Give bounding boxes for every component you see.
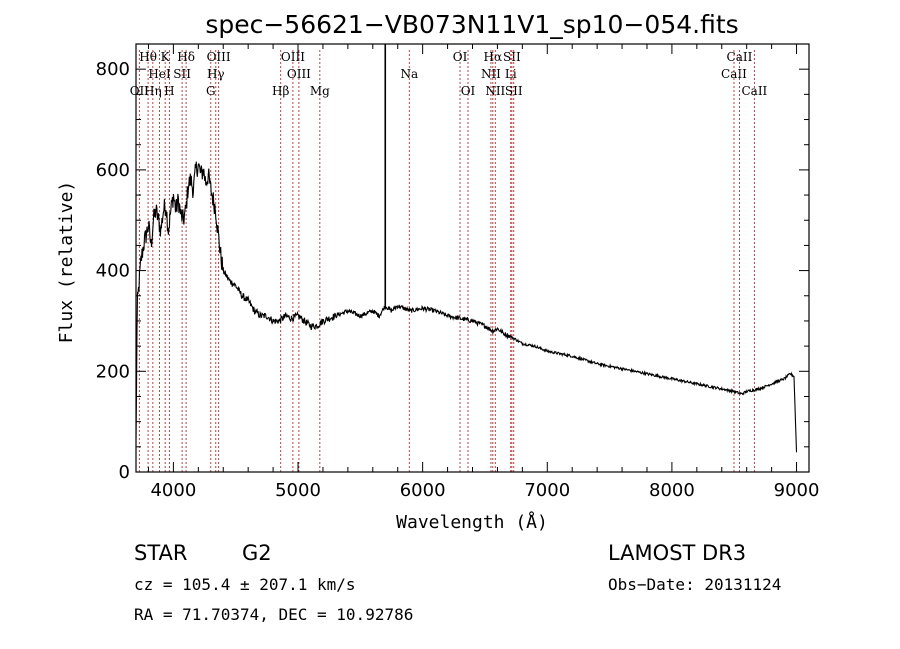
line-label-14: Mg <box>310 84 330 98</box>
subclass: G2 <box>242 541 272 565</box>
emission-line-markers: OΙΙ Hθ Hη HeΙ K H SΙΙ Hδ G Hγ OΙΙΙ Hβ OΙΙΙ OΙΙΙ Mg Na OΙ… <box>130 50 768 472</box>
x-tick-label-9000: 9000 <box>774 480 820 501</box>
line-label-23: SΙΙ <box>505 84 523 98</box>
x-tick-label-8000: 8000 <box>649 480 695 501</box>
line-label-5: H <box>164 84 174 98</box>
spectrum-line <box>135 161 798 453</box>
y-tick-label-600: 600 <box>96 160 130 181</box>
x-tick-label-7000: 7000 <box>524 480 570 501</box>
line-label-8: G <box>206 84 216 98</box>
obs-date: Obs−Date: 20131124 <box>608 575 781 594</box>
line-label-10: OΙΙΙ <box>207 50 231 64</box>
x-tick-label-4000: 4000 <box>150 480 196 501</box>
line-label-12: OΙΙΙ <box>281 50 305 64</box>
survey-name: LAMOST DR3 <box>608 541 746 565</box>
line-label-19: Hα <box>484 50 503 64</box>
x-tick-label-6000: 6000 <box>400 480 446 501</box>
line-label-2: Hη <box>144 84 162 98</box>
line-label-24: CaΙΙ <box>721 67 747 81</box>
line-label-4: K <box>161 50 171 64</box>
plot-frame <box>135 43 810 473</box>
line-label-9: Hγ <box>207 67 225 81</box>
y-axis-label: Flux (relative) <box>56 181 77 344</box>
chart-title: spec−56621−VB073N11V1_sp10−054.fits <box>205 10 738 39</box>
object-class: STAR <box>134 541 187 565</box>
line-label-22: SΙΙ <box>503 50 521 64</box>
line-label-17: OΙ <box>461 84 476 98</box>
x-axis-label: Wavelength (Å) <box>396 511 548 533</box>
line-label-0: OΙΙ <box>130 84 150 98</box>
line-label-13: OΙΙΙ <box>287 67 311 81</box>
y-tick-label-0: 0 <box>119 462 130 483</box>
line-label-21: Li <box>505 67 517 81</box>
line-label-1: Hθ <box>139 50 157 64</box>
line-label-7: Hδ <box>177 50 195 64</box>
cz-value: cz = 105.4 ± 207.1 km/s <box>134 575 356 594</box>
axis-ticks <box>136 44 809 473</box>
y-tick-label-800: 800 <box>96 59 130 80</box>
line-label-16: OΙ <box>453 50 468 64</box>
y-tick-label-400: 400 <box>96 261 130 282</box>
line-label-26: CaΙΙ <box>741 84 767 98</box>
line-label-6: SΙΙ <box>173 67 191 81</box>
y-tick-label-200: 200 <box>96 361 130 382</box>
line-label-25: CaΙΙ <box>727 50 753 64</box>
line-label-20: NΙΙ <box>485 84 505 98</box>
x-tick-label-5000: 5000 <box>275 480 321 501</box>
line-label-15: Na <box>400 67 418 81</box>
line-label-18: NΙΙ <box>481 67 501 81</box>
line-label-11: Hβ <box>272 84 289 98</box>
line-label-3: HeΙ <box>148 67 171 81</box>
axis-tick-labels: 4000 5000 6000 7000 8000 9000 0 200 400 600 800 <box>96 59 820 501</box>
coordinates: RA = 71.70374, DEC = 10.92786 <box>134 605 413 624</box>
